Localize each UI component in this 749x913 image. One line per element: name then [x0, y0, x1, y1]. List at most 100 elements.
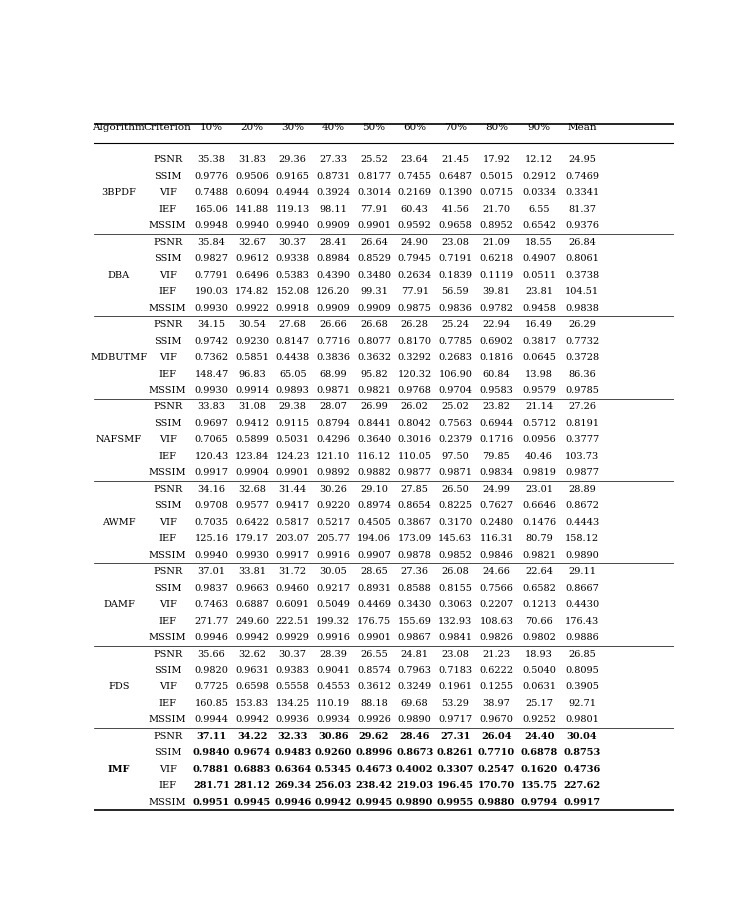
Text: 0.9217: 0.9217	[316, 583, 351, 593]
Text: 0.9846: 0.9846	[479, 551, 513, 560]
Text: 0.9945: 0.9945	[234, 798, 270, 807]
Text: 0.3249: 0.3249	[398, 682, 431, 691]
Text: 0.9955: 0.9955	[437, 798, 474, 807]
Text: 0.8170: 0.8170	[398, 337, 431, 346]
Text: IMF: IMF	[108, 765, 130, 774]
Text: 0.4736: 0.4736	[563, 765, 601, 774]
Text: 30.54: 30.54	[238, 320, 266, 330]
Text: 0.7881: 0.7881	[193, 765, 230, 774]
Text: 0.9220: 0.9220	[316, 501, 351, 510]
Text: 81.37: 81.37	[568, 205, 596, 214]
Text: 126.20: 126.20	[316, 288, 351, 296]
Text: 0.9506: 0.9506	[235, 172, 269, 181]
Text: 0.1716: 0.1716	[479, 436, 514, 445]
Text: 0.9577: 0.9577	[235, 501, 269, 510]
Text: 0.4505: 0.4505	[357, 518, 391, 527]
Text: 174.82: 174.82	[235, 288, 269, 296]
Text: 24.95: 24.95	[568, 155, 596, 164]
Text: 27.33: 27.33	[319, 155, 348, 164]
Text: 0.2480: 0.2480	[479, 518, 514, 527]
Text: 40.46: 40.46	[525, 452, 553, 461]
Text: 0.9942: 0.9942	[235, 716, 269, 724]
Text: 0.0645: 0.0645	[522, 353, 556, 362]
Text: 0.1839: 0.1839	[438, 271, 473, 279]
Text: 0.5049: 0.5049	[316, 600, 351, 609]
Text: 0.9768: 0.9768	[398, 386, 431, 395]
Text: SSIM: SSIM	[154, 255, 181, 263]
Text: 0.9821: 0.9821	[522, 551, 557, 560]
Text: 32.67: 32.67	[238, 237, 266, 247]
Text: IEF: IEF	[159, 370, 177, 379]
Text: 194.06: 194.06	[357, 534, 391, 543]
Text: 108.63: 108.63	[479, 616, 514, 625]
Text: 0.9942: 0.9942	[315, 798, 352, 807]
Text: 0.8654: 0.8654	[398, 501, 431, 510]
Text: 160.85: 160.85	[195, 699, 228, 708]
Text: 27.68: 27.68	[279, 320, 306, 330]
Text: 26.66: 26.66	[320, 320, 348, 330]
Text: 0.9904: 0.9904	[235, 468, 269, 477]
Text: MSSIM: MSSIM	[149, 633, 187, 642]
Text: 0.9776: 0.9776	[195, 172, 228, 181]
Text: SSIM: SSIM	[154, 501, 181, 510]
Text: 0.6422: 0.6422	[235, 518, 269, 527]
Text: VIF: VIF	[159, 682, 177, 691]
Text: 40%: 40%	[322, 123, 345, 132]
Text: 0.3307: 0.3307	[437, 765, 474, 774]
Text: 110.05: 110.05	[398, 452, 431, 461]
Text: 0.8529: 0.8529	[357, 255, 391, 263]
Text: MSSIM: MSSIM	[149, 304, 187, 312]
Text: 0.1816: 0.1816	[479, 353, 514, 362]
Text: 23.08: 23.08	[441, 649, 469, 658]
Text: 0.9946: 0.9946	[274, 798, 312, 807]
Text: 0.9165: 0.9165	[276, 172, 309, 181]
Text: 0.5031: 0.5031	[276, 436, 310, 445]
Text: 0.3612: 0.3612	[357, 682, 391, 691]
Text: 0.8673: 0.8673	[396, 749, 433, 757]
Text: 0.9612: 0.9612	[235, 255, 269, 263]
Text: 0.6878: 0.6878	[521, 749, 558, 757]
Text: 0.9951: 0.9951	[193, 798, 230, 807]
Text: 0.9917: 0.9917	[195, 468, 228, 477]
Text: 0.9483: 0.9483	[274, 749, 312, 757]
Text: 0.6222: 0.6222	[479, 666, 514, 675]
Text: 69.68: 69.68	[401, 699, 428, 708]
Text: 0.5217: 0.5217	[316, 518, 351, 527]
Text: MSSIM: MSSIM	[149, 468, 187, 477]
Text: 0.4673: 0.4673	[355, 765, 392, 774]
Text: 26.99: 26.99	[360, 403, 388, 412]
Text: 77.91: 77.91	[401, 288, 428, 296]
Text: 116.12: 116.12	[357, 452, 391, 461]
Text: 0.7463: 0.7463	[195, 600, 228, 609]
Text: 155.69: 155.69	[398, 616, 431, 625]
Text: 90%: 90%	[527, 123, 551, 132]
Text: 104.51: 104.51	[565, 288, 599, 296]
Text: PSNR: PSNR	[153, 732, 182, 740]
Text: 153.83: 153.83	[235, 699, 269, 708]
Text: 18.55: 18.55	[525, 237, 553, 247]
Text: 31.83: 31.83	[238, 155, 266, 164]
Text: 0.9579: 0.9579	[522, 386, 556, 395]
Text: 0.3817: 0.3817	[522, 337, 557, 346]
Text: 0.9940: 0.9940	[276, 221, 309, 230]
Text: 21.14: 21.14	[525, 403, 554, 412]
Text: 27.31: 27.31	[440, 732, 470, 740]
Text: 34.22: 34.22	[237, 732, 267, 740]
Text: 0.7791: 0.7791	[195, 271, 228, 279]
Text: 190.03: 190.03	[195, 288, 228, 296]
Text: 0.9338: 0.9338	[276, 255, 310, 263]
Text: 0.3632: 0.3632	[357, 353, 391, 362]
Text: 0.0334: 0.0334	[522, 188, 557, 197]
Text: 25.24: 25.24	[441, 320, 470, 330]
Text: 135.75: 135.75	[521, 782, 558, 791]
Text: 24.40: 24.40	[524, 732, 554, 740]
Text: VIF: VIF	[159, 765, 177, 774]
Text: 3BPDF: 3BPDF	[101, 188, 136, 197]
Text: 0.9704: 0.9704	[438, 386, 473, 395]
Text: 60.84: 60.84	[482, 370, 510, 379]
Text: 20%: 20%	[240, 123, 264, 132]
Text: 238.42: 238.42	[356, 782, 392, 791]
Text: 0.3430: 0.3430	[398, 600, 431, 609]
Text: 0.9930: 0.9930	[235, 551, 269, 560]
Text: 0.9930: 0.9930	[195, 304, 228, 312]
